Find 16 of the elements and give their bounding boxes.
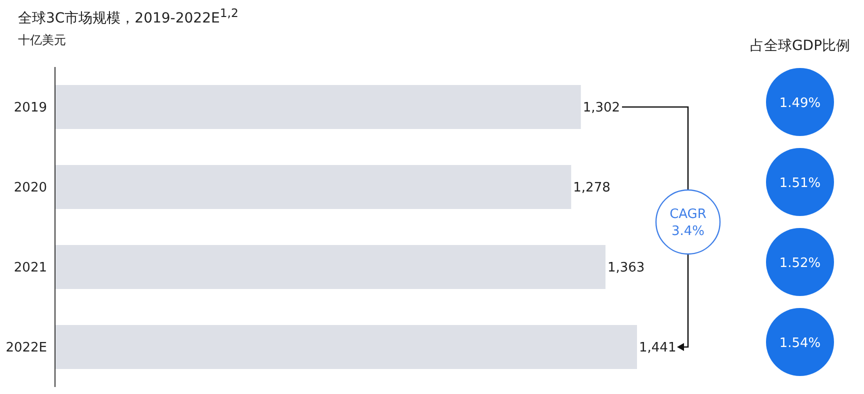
text: 1.49%	[779, 96, 821, 111]
text: 占全球GDP比例	[750, 38, 850, 54]
y-tick-label: 2019	[14, 100, 47, 116]
text: CAGR 3.4%	[670, 207, 706, 239]
text: 1.51%	[779, 176, 821, 191]
data-label: 1,302	[582, 100, 620, 116]
data-label: 1,278	[573, 180, 610, 196]
y-tick-label: 2020	[14, 180, 47, 196]
text: 1.54%	[779, 336, 821, 351]
y-tick-label: 2022E	[6, 340, 47, 356]
data-label: 1,363	[607, 260, 645, 276]
chart-subtitle: 十亿美元	[18, 32, 66, 49]
y-tick-label: 2021	[14, 260, 47, 276]
data-label: 1,441	[639, 340, 676, 356]
text: 1.52%	[779, 256, 821, 271]
chart-title: 全球3C市场规模，2019-2022E$^{1,2}$	[18, 6, 238, 28]
